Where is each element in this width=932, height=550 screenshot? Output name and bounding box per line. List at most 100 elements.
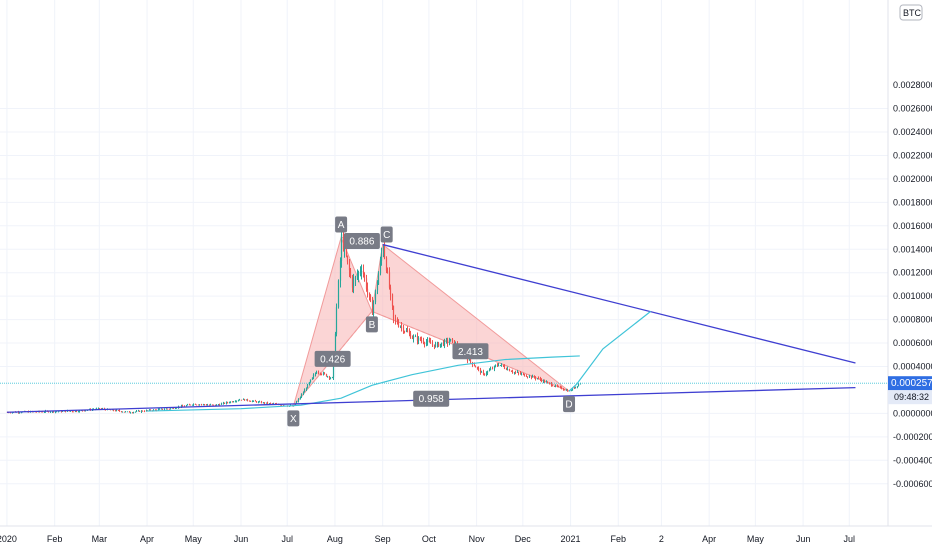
time-tick-label: Feb <box>611 534 627 544</box>
candle-body <box>52 411 55 413</box>
candle-body <box>559 386 562 388</box>
candle-body <box>314 373 317 375</box>
price-tick-label: 0.00260000 <box>893 104 932 114</box>
candle-body <box>240 399 243 401</box>
candle-body <box>257 401 260 403</box>
candle-body <box>121 411 124 413</box>
candle-body <box>335 307 338 334</box>
candle-body <box>477 367 480 369</box>
candle-body <box>157 409 160 411</box>
candle-body <box>488 370 491 372</box>
candle-body <box>530 375 533 378</box>
candle-body <box>399 326 402 328</box>
ratio-label-ac: 0.886 <box>349 237 374 248</box>
candle-body <box>172 407 175 409</box>
pattern-labels: X A B C D 0.426 0.886 2.413 0.958 <box>287 216 576 427</box>
candle-body <box>536 378 539 380</box>
candle-body <box>372 302 375 315</box>
candle-body <box>123 411 126 413</box>
candle-body <box>408 331 411 334</box>
candle-body <box>208 404 211 406</box>
candle-body <box>328 376 331 379</box>
candle-body <box>226 402 229 404</box>
candle-body <box>491 368 494 370</box>
candle-body <box>383 247 386 258</box>
time-tick-label: Jul <box>844 534 856 544</box>
candle-body <box>279 404 282 406</box>
time-tick-label: Sep <box>375 534 391 544</box>
candle-body <box>362 270 365 275</box>
candle-body <box>169 408 172 410</box>
candle-body <box>83 410 86 412</box>
candle-body <box>419 337 422 341</box>
candle-body <box>369 295 372 302</box>
symbol-badge-label: BTC <box>903 8 922 18</box>
candle-body <box>68 410 71 412</box>
candle-body <box>368 292 371 296</box>
candle-body <box>345 246 348 256</box>
candle-body <box>349 270 352 278</box>
countdown-label <box>888 390 932 405</box>
candle-body <box>548 382 551 384</box>
candle-body <box>78 410 81 412</box>
candle-body <box>166 408 169 410</box>
candle-body <box>356 275 359 277</box>
candle-body <box>266 402 269 404</box>
candle-body <box>359 271 362 273</box>
candle-body <box>243 399 246 401</box>
candle-body <box>550 383 553 386</box>
time-tick-label: 2021 <box>561 534 581 544</box>
candle-body <box>416 336 419 341</box>
candle-body <box>428 340 431 342</box>
candle-body <box>185 405 188 407</box>
point-label-c-bg <box>380 226 393 243</box>
candle-body <box>523 373 526 377</box>
candle-body <box>265 402 268 404</box>
price-tick-label: -0.00060000 <box>893 479 932 489</box>
candle-body <box>516 372 519 374</box>
candlestick-series <box>6 226 582 414</box>
candle-body <box>43 411 46 413</box>
candle-body <box>148 409 151 411</box>
candle-body <box>237 400 240 402</box>
candle-body <box>403 331 406 333</box>
current-price-label[interactable] <box>888 376 932 391</box>
ratio-label-xd-bg <box>413 390 450 407</box>
candle-body <box>397 323 400 327</box>
candle-body <box>312 374 315 378</box>
time-tick-label: Aug <box>327 534 343 544</box>
price-axis[interactable]: 0.00260000 0.00240000 0.00220000 0.00200000… <box>887 0 932 526</box>
candle-body <box>489 368 492 371</box>
projection-path[interactable] <box>568 310 652 392</box>
candle-body <box>423 342 426 344</box>
candle-body <box>117 410 120 411</box>
candle-body <box>557 386 560 388</box>
candle-body <box>232 401 235 403</box>
candle-body <box>563 389 566 391</box>
candle-body <box>482 371 485 374</box>
upper-trendline[interactable] <box>382 243 856 364</box>
candle-body <box>262 402 265 404</box>
price-tick-label: 0.00180000 <box>893 197 932 207</box>
candle-body <box>114 410 117 412</box>
candle-body <box>576 386 579 387</box>
time-tick-label: May <box>185 534 203 544</box>
candle-body <box>74 410 77 412</box>
candle-body <box>209 404 212 406</box>
candle-body <box>329 377 332 379</box>
candle-body <box>323 372 326 374</box>
candle-body <box>528 375 531 377</box>
symbol-badge[interactable] <box>899 4 923 21</box>
candle-body <box>411 338 414 340</box>
price-tick-label: 0.00040000 <box>893 362 932 372</box>
candle-body <box>499 365 502 366</box>
candle-body <box>49 411 52 413</box>
candle-body <box>183 405 186 407</box>
candle-body <box>513 372 516 374</box>
time-tick-label: May <box>747 534 765 544</box>
candle-body <box>365 278 368 289</box>
candle-body <box>128 411 131 413</box>
pattern-triangle-xab[interactable] <box>292 236 373 407</box>
